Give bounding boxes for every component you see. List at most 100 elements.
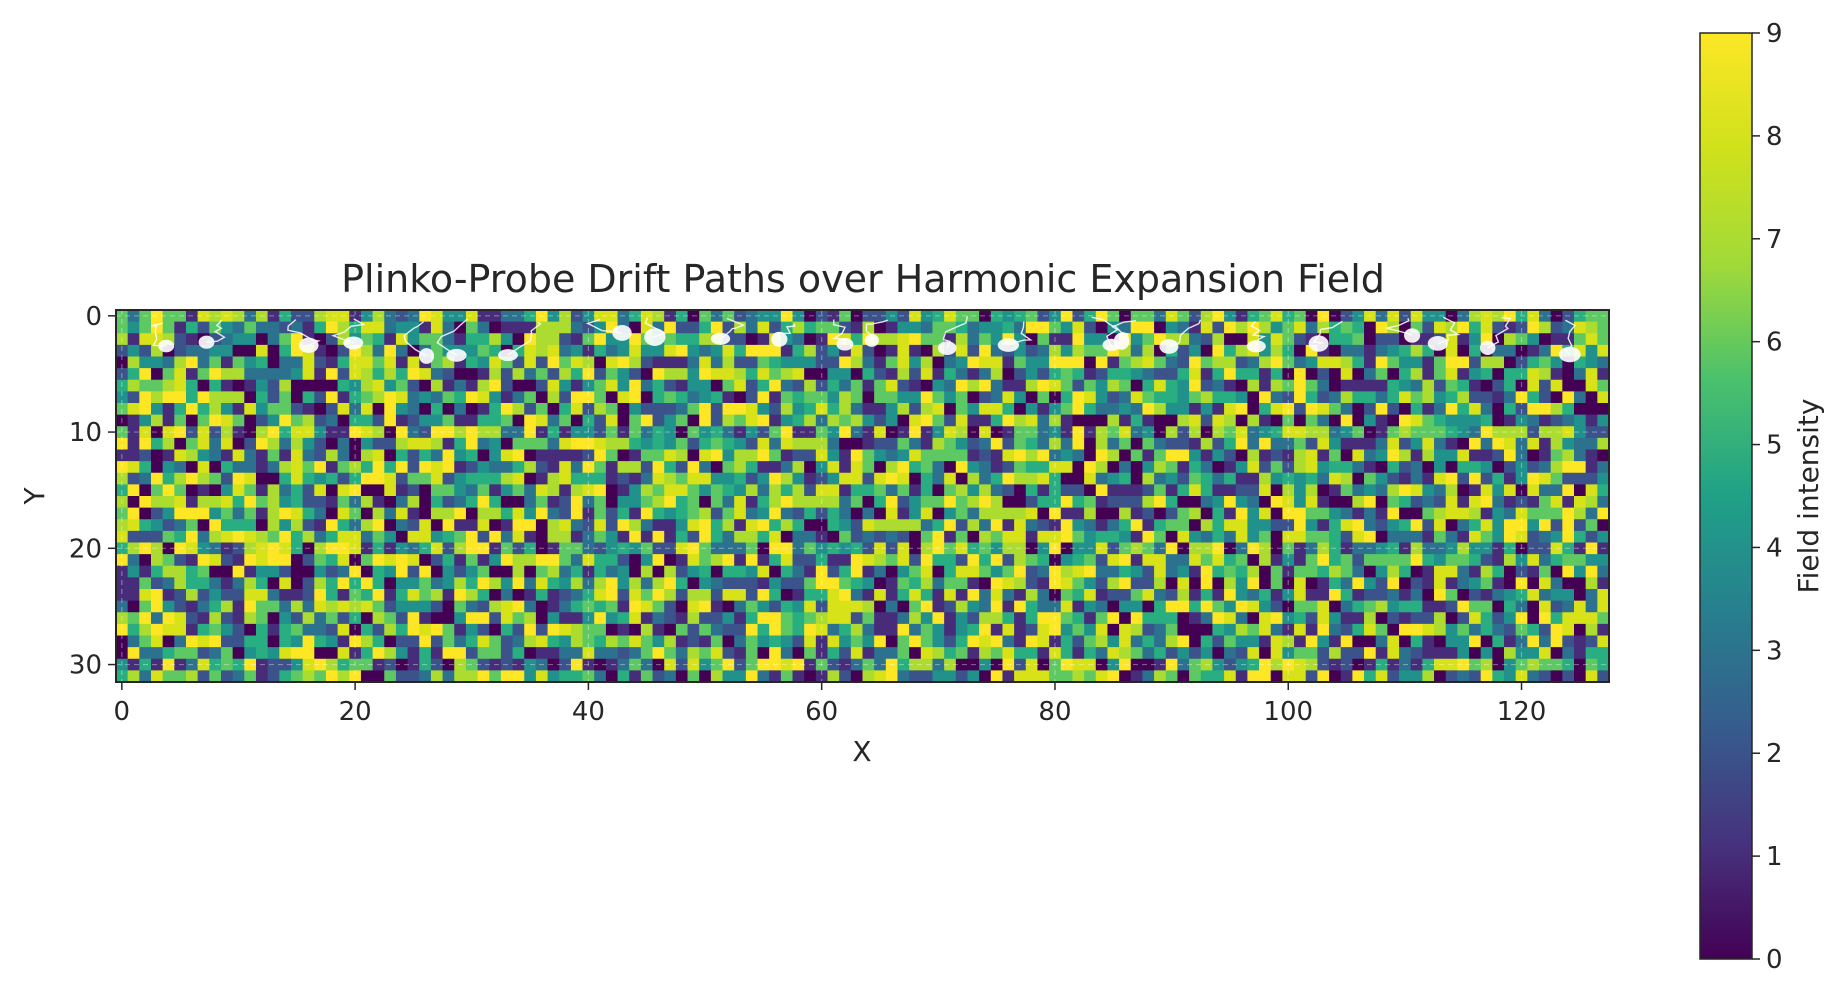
heatmap-cell <box>1072 356 1085 369</box>
heatmap-cell <box>955 333 968 346</box>
heatmap-cell <box>419 542 432 555</box>
heatmap-cell <box>454 449 467 462</box>
heatmap-cell <box>314 472 327 485</box>
heatmap-cell <box>430 530 443 543</box>
heatmap-cell <box>1107 623 1120 636</box>
heatmap-cell <box>1515 600 1528 613</box>
heatmap-cell <box>349 414 362 427</box>
heatmap-cell <box>1212 437 1225 450</box>
heatmap-cell <box>220 403 234 416</box>
heatmap-cell <box>967 612 980 625</box>
heatmap-cell <box>500 670 513 683</box>
heatmap-cell <box>582 565 595 578</box>
heatmap-cell <box>290 321 304 334</box>
heatmap-cell <box>1375 368 1388 381</box>
heatmap-cell <box>792 530 805 543</box>
heatmap-cell <box>1364 658 1377 671</box>
heatmap-cell <box>570 344 583 357</box>
heatmap-cell <box>244 530 257 543</box>
heatmap-cell <box>1539 554 1552 567</box>
heatmap-cell <box>1585 635 1598 648</box>
heatmap-cell <box>745 635 758 648</box>
heatmap-cell <box>967 554 980 567</box>
heatmap-cell <box>1504 565 1517 578</box>
heatmap-cell <box>337 356 350 369</box>
heatmap-cell <box>232 333 245 346</box>
heatmap-cell <box>1422 310 1435 323</box>
probe-endpoint <box>298 337 319 353</box>
heatmap-cell <box>559 635 572 648</box>
heatmap-cell <box>547 414 560 427</box>
heatmap-cell <box>629 577 642 590</box>
heatmap-cell <box>209 658 222 671</box>
heatmap-cell <box>1037 461 1050 474</box>
heatmap-cell <box>1282 612 1295 625</box>
heatmap-cell <box>162 449 175 462</box>
heatmap-cell <box>652 589 665 602</box>
heatmap-cell <box>815 670 828 683</box>
heatmap-cell <box>955 461 968 474</box>
heatmap-cell <box>1422 542 1435 555</box>
heatmap-cell <box>372 391 385 404</box>
heatmap-cell <box>197 658 210 671</box>
heatmap-cell <box>1469 449 1482 462</box>
heatmap-cell <box>232 542 245 555</box>
heatmap-cell <box>885 437 898 450</box>
heatmap-cell <box>1025 530 1038 543</box>
heatmap-cell <box>792 426 805 439</box>
heatmap-cell <box>967 623 980 636</box>
heatmap-cell <box>1387 519 1400 532</box>
heatmap-cell <box>290 565 304 578</box>
heatmap-cell <box>1060 484 1073 497</box>
heatmap-cell <box>1072 577 1085 590</box>
heatmap-cell <box>1585 321 1598 334</box>
heatmap-cell <box>1049 368 1062 381</box>
heatmap-cell <box>885 589 898 602</box>
heatmap-cell <box>582 600 595 613</box>
heatmap-cell <box>1025 623 1038 636</box>
heatmap-cell <box>465 403 478 416</box>
heatmap-cell <box>1492 612 1505 625</box>
heatmap-cell <box>1270 391 1283 404</box>
heatmap-cell <box>1539 379 1552 392</box>
heatmap-cell <box>1119 635 1132 648</box>
heatmap-cell <box>232 647 245 660</box>
heatmap-cell <box>664 589 677 602</box>
heatmap-cell <box>395 321 408 334</box>
heatmap-cell <box>570 589 583 602</box>
heatmap-cell <box>675 344 688 357</box>
heatmap-cell <box>979 542 992 555</box>
heatmap-cell <box>1597 542 1610 555</box>
heatmap-cell <box>116 356 129 369</box>
heatmap-cell <box>547 519 560 532</box>
heatmap-cell <box>1014 321 1027 334</box>
heatmap-cell <box>1329 542 1342 555</box>
heatmap-cell <box>1597 368 1610 381</box>
heatmap-cell <box>547 577 560 590</box>
heatmap-cell <box>1025 658 1038 671</box>
heatmap-cell <box>1177 379 1190 392</box>
heatmap-cell <box>349 310 362 323</box>
heatmap-cell <box>139 530 152 543</box>
heatmap-cell <box>1259 321 1272 334</box>
heatmap-cell <box>1165 612 1178 625</box>
heatmap-cell <box>419 635 432 648</box>
heatmap-cell <box>1259 403 1272 416</box>
heatmap-cell <box>1224 379 1237 392</box>
heatmap-cell <box>1480 507 1493 520</box>
heatmap-cell <box>1235 379 1248 392</box>
heatmap-cell <box>325 600 339 613</box>
heatmap-cell <box>407 461 420 474</box>
heatmap-cell <box>1539 658 1552 671</box>
heatmap-cell <box>897 379 910 392</box>
heatmap-cell <box>209 635 222 648</box>
heatmap-cell <box>127 670 140 683</box>
heatmap-cell <box>1189 344 1202 357</box>
heatmap-cell <box>1060 612 1073 625</box>
heatmap-cell <box>944 623 957 636</box>
heatmap-cell <box>920 414 933 427</box>
heatmap-cell <box>652 647 665 660</box>
heatmap-cell <box>815 321 828 334</box>
heatmap-cell <box>489 519 502 532</box>
heatmap-cell <box>1585 461 1598 474</box>
